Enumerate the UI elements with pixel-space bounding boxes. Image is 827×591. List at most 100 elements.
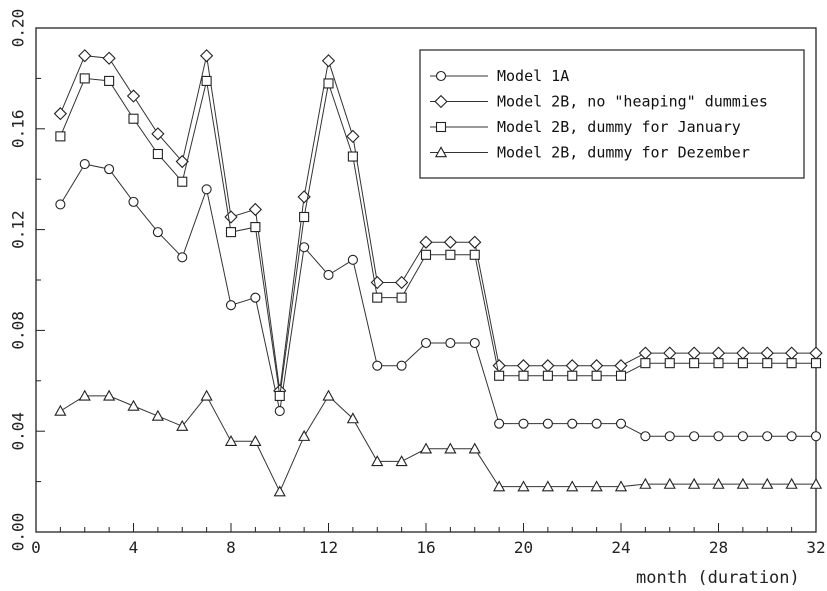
data-point-model-2b-no-heaping-dummies	[224, 210, 238, 224]
data-point-model-2b-no-heaping-dummies	[419, 235, 433, 249]
legend-marker-model-2b-dummy-for-dezember	[434, 146, 448, 158]
x-tick-label: 20	[514, 538, 533, 557]
data-point-model-1a	[274, 405, 285, 417]
data-point-model-2b-dummy-for-january	[152, 148, 163, 160]
data-point-model-2b-dummy-for-january	[347, 151, 358, 162]
legend-marker-model-1a	[435, 70, 447, 82]
data-point-model-1a	[396, 360, 407, 371]
data-point-model-2b-dummy-for-dezember	[54, 404, 67, 416]
legend-label-model-2b-no-heaping-dummies: Model 2B, no "heaping" dummies	[497, 93, 768, 111]
data-point-model-2b-dummy-for-january	[55, 131, 66, 142]
data-point-model-2b-no-heaping-dummies	[126, 89, 141, 103]
legend-label-model-2b-dummy-for-january: Model 2B, dummy for January	[497, 118, 741, 136]
data-point-model-2b-dummy-for-january	[323, 78, 334, 89]
data-point-model-2b-dummy-for-january	[104, 75, 115, 86]
data-point-model-2b-dummy-for-dezember	[103, 389, 116, 401]
data-point-model-2b-dummy-for-dezember	[639, 477, 652, 489]
data-point-model-2b-dummy-for-dezember	[273, 485, 286, 497]
data-point-model-2b-dummy-for-dezember	[468, 442, 481, 454]
data-point-model-2b-dummy-for-january	[372, 292, 383, 303]
data-point-model-2b-dummy-for-dezember	[322, 389, 335, 401]
legend: Model 1A Model 2B, no "heaping" dummies Mo…	[419, 49, 805, 179]
data-point-model-2b-no-heaping-dummies	[78, 49, 92, 63]
data-point-model-2b-dummy-for-january	[225, 227, 237, 238]
data-point-model-2b-no-heaping-dummies	[53, 107, 68, 121]
data-point-model-1a	[104, 164, 115, 175]
data-point-model-1a	[250, 292, 261, 303]
series-model-1a	[55, 159, 822, 442]
data-point-model-2b-no-heaping-dummies	[687, 346, 701, 360]
data-point-model-1a	[640, 431, 651, 442]
data-point-model-1a	[518, 418, 529, 429]
data-point-model-2b-dummy-for-january	[689, 358, 700, 369]
data-point-model-2b-no-heaping-dummies	[541, 359, 555, 373]
data-point-model-2b-no-heaping-dummies	[346, 129, 360, 143]
data-point-model-2b-dummy-for-january	[518, 370, 529, 381]
data-point-model-2b-no-heaping-dummies	[516, 359, 531, 373]
data-point-model-2b-dummy-for-january	[79, 73, 90, 84]
data-point-model-2b-dummy-for-january	[786, 358, 797, 369]
x-axis-label: month (duration)	[636, 568, 800, 588]
data-point-model-2b-dummy-for-january	[591, 370, 602, 381]
x-tick-label: 0	[31, 538, 41, 557]
data-point-model-2b-no-heaping-dummies	[736, 346, 750, 360]
data-point-model-2b-no-heaping-dummies	[321, 54, 336, 68]
data-point-model-2b-dummy-for-dezember	[517, 480, 530, 492]
data-point-model-2b-dummy-for-dezember	[395, 455, 408, 467]
data-point-model-2b-dummy-for-january	[737, 358, 748, 369]
data-point-model-2b-dummy-for-dezember	[809, 477, 823, 489]
data-point-model-2b-no-heaping-dummies	[102, 51, 116, 65]
data-point-model-2b-no-heaping-dummies	[565, 359, 579, 373]
data-point-model-2b-dummy-for-dezember	[151, 409, 164, 421]
series-model-2b-dummy-for-dezember	[54, 389, 823, 497]
data-point-model-2b-no-heaping-dummies	[394, 275, 409, 290]
y-tick-label: 0.04	[9, 412, 28, 451]
data-point-model-2b-dummy-for-january	[177, 176, 188, 187]
data-point-model-2b-dummy-for-dezember	[224, 434, 238, 446]
data-point-model-2b-no-heaping-dummies	[443, 235, 458, 249]
data-point-model-1a	[591, 418, 602, 429]
data-point-model-2b-dummy-for-january	[445, 249, 456, 260]
data-point-model-1a	[445, 337, 456, 349]
legend-marker-model-2b-dummy-for-january	[435, 121, 447, 133]
x-tick-label: 12	[319, 538, 338, 557]
data-point-model-1a	[737, 431, 748, 442]
y-tick-label: 0.20	[9, 9, 28, 48]
data-point-model-2b-dummy-for-january	[713, 358, 724, 369]
x-tick-label: 28	[709, 538, 728, 557]
y-tick-label: 0.12	[9, 210, 28, 249]
data-point-model-1a	[786, 431, 797, 442]
data-point-model-1a	[469, 337, 480, 349]
data-point-model-1a	[79, 159, 90, 170]
data-point-model-2b-dummy-for-dezember	[371, 455, 384, 467]
data-point-model-2b-no-heaping-dummies	[784, 346, 799, 360]
data-point-model-2b-dummy-for-january	[762, 358, 773, 369]
data-point-model-2b-dummy-for-dezember	[614, 480, 628, 492]
data-point-model-1a	[420, 337, 432, 349]
data-point-model-2b-dummy-for-january	[640, 358, 651, 369]
data-point-model-2b-dummy-for-dezember	[566, 480, 579, 492]
data-point-model-2b-no-heaping-dummies	[248, 202, 263, 217]
x-tick-label: 16	[416, 538, 435, 557]
data-point-model-1a	[567, 418, 578, 429]
data-point-model-1a	[615, 418, 627, 429]
series-line-model-2b-dummy-for-dezember	[60, 394, 816, 493]
data-point-model-2b-dummy-for-january	[396, 292, 407, 303]
data-point-model-1a	[810, 431, 822, 442]
y-tick-label: 0.16	[9, 110, 28, 149]
series-layer	[53, 49, 823, 497]
data-point-model-1a	[225, 300, 237, 311]
data-point-model-2b-dummy-for-dezember	[785, 477, 798, 489]
data-point-model-2b-dummy-for-dezember	[176, 419, 189, 431]
data-point-model-2b-dummy-for-january	[201, 75, 212, 86]
y-tick-label: 0.00	[9, 513, 28, 552]
data-point-model-2b-no-heaping-dummies	[589, 359, 604, 373]
data-point-model-2b-dummy-for-january	[128, 113, 139, 124]
x-tick-label: 24	[611, 538, 630, 557]
axis-ticks: 0 4 8 12 16 20 24 28 32 0.00 0.04 0.08 0.12 0.16 0.20	[9, 9, 826, 557]
data-point-model-2b-dummy-for-dezember	[444, 442, 457, 454]
data-point-model-2b-dummy-for-dezember	[346, 412, 359, 424]
data-point-model-2b-dummy-for-dezember	[590, 480, 603, 492]
x-tick-label: 4	[129, 538, 139, 557]
